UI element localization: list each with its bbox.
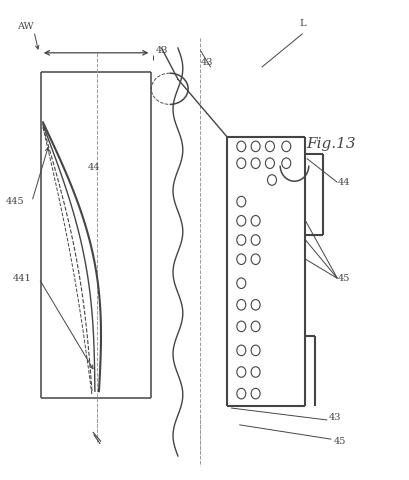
Text: 43: 43 [155,46,168,55]
Text: 45: 45 [333,437,346,446]
Text: 45: 45 [337,274,350,283]
Text: 44: 44 [337,178,350,187]
Text: AW: AW [18,22,34,31]
Text: Fig.13: Fig.13 [306,137,356,151]
Text: 43: 43 [329,413,342,422]
Text: 445: 445 [6,197,25,206]
Text: 44: 44 [88,164,100,172]
Text: 441: 441 [13,274,32,283]
Text: L: L [299,20,306,28]
Text: 43: 43 [200,58,213,67]
